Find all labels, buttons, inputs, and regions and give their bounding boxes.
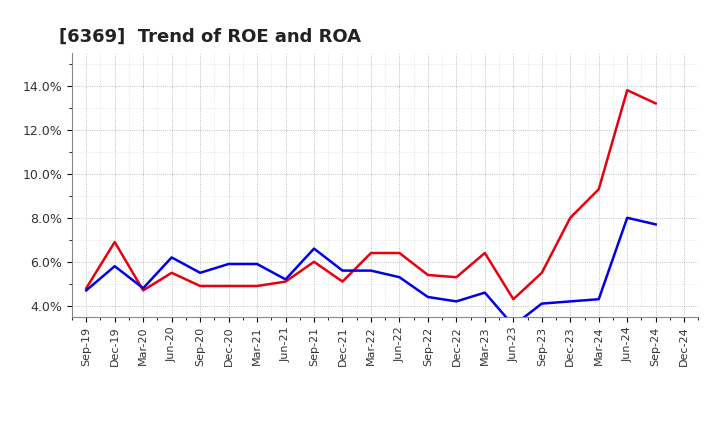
ROA [537,301,546,306]
Line: ROA: ROA [86,218,656,326]
ROE [253,283,261,289]
ROA [395,275,404,280]
ROE [82,286,91,291]
Text: [6369]  Trend of ROE and ROA: [6369] Trend of ROE and ROA [60,28,361,46]
ROA [110,264,119,269]
ROE [480,250,489,256]
ROE [139,288,148,293]
ROA [423,294,432,300]
ROA [225,261,233,267]
ROE [509,297,518,302]
ROA [196,270,204,275]
ROE [566,215,575,220]
ROA [623,215,631,220]
ROA [595,297,603,302]
ROA [480,290,489,295]
ROE [652,101,660,106]
ROE [537,270,546,275]
ROE [366,250,375,256]
Line: ROE: ROE [86,90,656,299]
ROE [338,279,347,284]
ROE [110,239,119,245]
ROE [423,272,432,278]
ROA [652,222,660,227]
ROA [338,268,347,273]
ROA [253,261,261,267]
ROE [395,250,404,256]
ROA [139,286,148,291]
ROE [310,259,318,264]
ROA [82,288,91,293]
ROE [282,279,290,284]
ROA [509,323,518,328]
ROA [566,299,575,304]
ROE [167,270,176,275]
ROA [366,268,375,273]
ROE [623,88,631,93]
ROA [452,299,461,304]
ROE [225,283,233,289]
ROA [167,255,176,260]
ROA [282,277,290,282]
ROA [310,246,318,251]
ROE [595,187,603,192]
ROE [452,275,461,280]
ROE [196,283,204,289]
